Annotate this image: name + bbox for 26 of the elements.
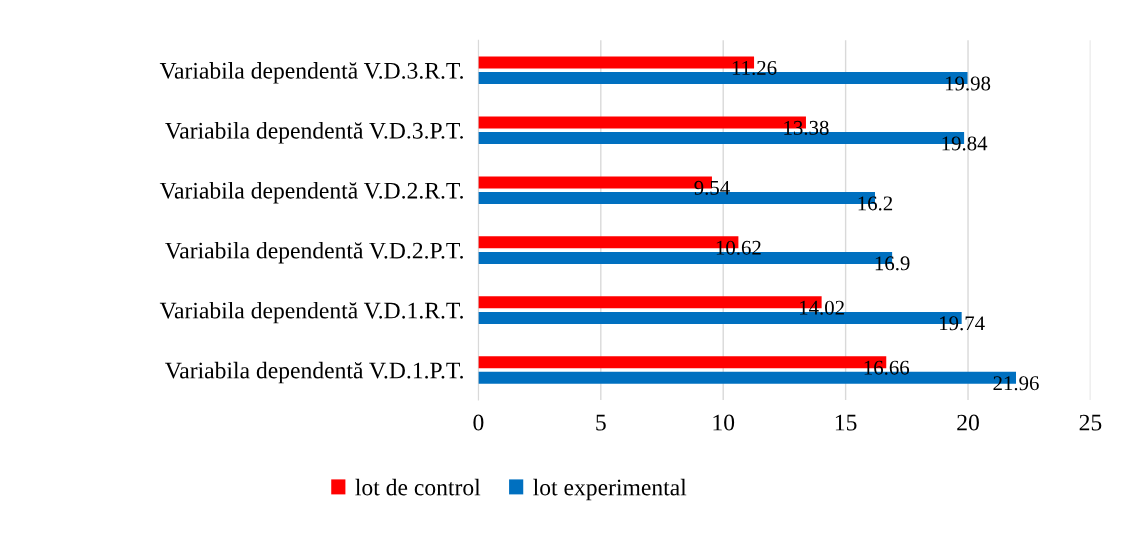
data-label: 16.9 [875, 256, 910, 271]
data-label: 9.54 [694, 180, 730, 195]
data-label: 19.84 [942, 136, 988, 151]
y-tick-label: Variabila dependentă V.D.3.P.T. [165, 122, 463, 144]
x-tick-label: 10 [713, 414, 735, 431]
x-tick-label: 20 [957, 414, 979, 431]
data-label: 13.38 [784, 120, 829, 135]
y-tick-label: Variabila dependentă V.D.3.R.T. [159, 62, 463, 84]
x-tick-label: 5 [596, 414, 606, 431]
data-label: 10.62 [716, 240, 761, 255]
x-tick-label: 0 [473, 414, 484, 431]
y-tick-label: Variabila dependentă V.D.2.R.T. [159, 182, 463, 204]
data-label: 21.96 [993, 376, 1039, 391]
data-label: 16.66 [864, 360, 910, 375]
data-label: 16.2 [858, 196, 893, 211]
data-label: 14.02 [800, 300, 844, 315]
data-label: 19.74 [940, 316, 985, 331]
y-tick-label: Variabila dependentă V.D.1.R.T. [159, 301, 463, 324]
legend-label: lot de control [355, 478, 481, 496]
y-tick-label: Variabila dependentă V.D.2.P.T. [165, 241, 463, 264]
y-tick-label: Variabila dependentă V.D.1.P.T. [165, 361, 463, 384]
data-label: 19.98 [945, 76, 991, 91]
x-tick-label: 15 [835, 414, 857, 431]
legend-label: lot experimental [533, 478, 687, 501]
data-label: 11.26 [732, 60, 777, 76]
x-tick-label: 25 [1079, 414, 1102, 431]
